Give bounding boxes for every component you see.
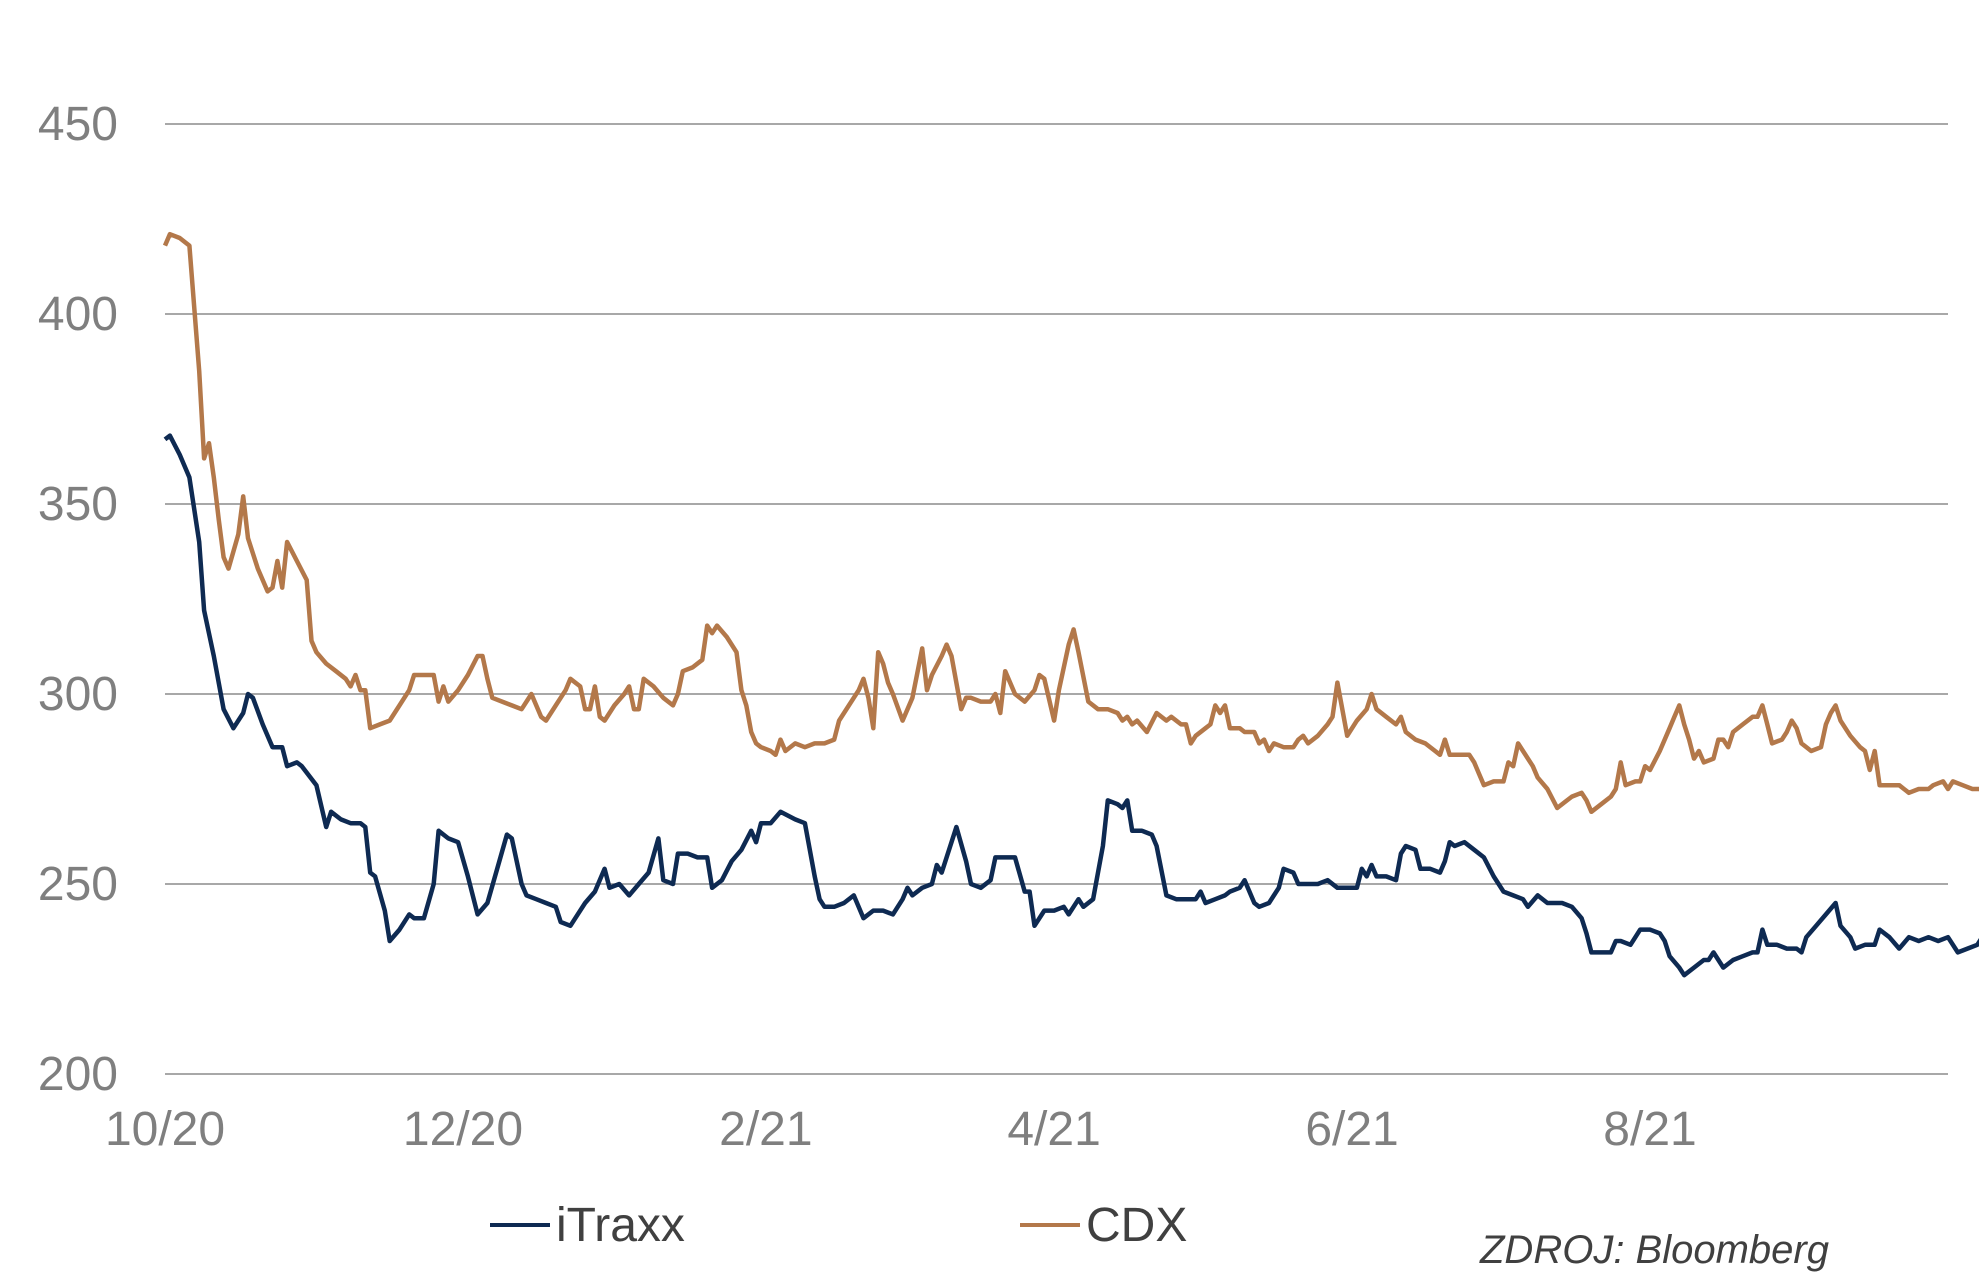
series-lines (162, 231, 1979, 978)
x-tick-label: 4/21 (1007, 1103, 1100, 1156)
legend-swatch-itraxx (490, 1223, 550, 1227)
y-tick-label: 300 (38, 668, 118, 721)
series-line-itraxx (163, 433, 1979, 978)
y-tick-label: 200 (38, 1048, 118, 1101)
y-tick-label: 350 (38, 478, 118, 531)
y-tick-label: 450 (38, 98, 118, 151)
x-tick-label: 2/21 (719, 1103, 812, 1156)
y-tick-label: 400 (38, 288, 118, 341)
x-tick-label: 10/20 (105, 1103, 225, 1156)
x-tick-label: 8/21 (1603, 1103, 1696, 1156)
y-axis-labels: 200 250 300 350 400 450 (38, 98, 118, 1101)
legend-swatch-cdx (1020, 1223, 1080, 1227)
legend-item-itraxx: iTraxx (490, 1195, 685, 1255)
series-line-cdx (162, 231, 1979, 815)
source-note: ZDROJ: Bloomberg (1480, 1228, 1829, 1272)
y-tick-label: 250 (38, 858, 118, 911)
legend-item-cdx: CDX (1020, 1195, 1187, 1255)
x-tick-label: 6/21 (1305, 1103, 1398, 1156)
legend-label-cdx: CDX (1086, 1198, 1188, 1252)
legend-label-itraxx: iTraxx (556, 1198, 685, 1252)
gridlines (165, 123, 1948, 1075)
x-tick-label: 12/20 (403, 1103, 523, 1156)
x-axis-labels: 10/20 12/20 2/21 4/21 6/21 8/21 (105, 1103, 1697, 1156)
